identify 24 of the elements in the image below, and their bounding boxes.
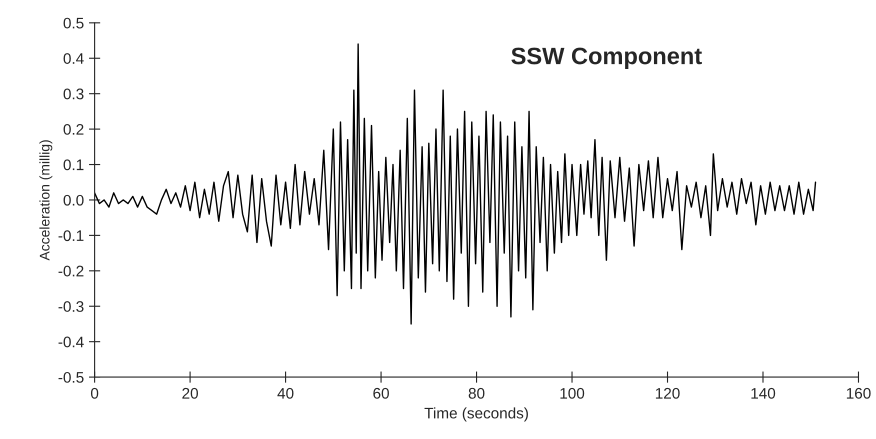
y-tick-label: -0.2 — [58, 266, 84, 277]
y-tick-label: 0.3 — [64, 88, 84, 100]
x-tick-label: 80 — [468, 388, 484, 399]
x-tick-label: 160 — [846, 388, 871, 399]
line-series — [94, 43, 816, 325]
x-tick-label: 40 — [277, 388, 294, 399]
y-tick-label: 0.1 — [64, 159, 84, 170]
x-tick-label: 20 — [182, 388, 198, 399]
x-tick-label: 60 — [373, 388, 389, 399]
x-tick-label: 0 — [90, 388, 98, 399]
y-tick-label: 0.4 — [64, 53, 84, 64]
y-tick-label: 0.5 — [64, 18, 84, 29]
y-tick-label: -0.5 — [58, 372, 84, 383]
x-axis-title: Time (seconds) — [424, 407, 528, 422]
y-tick-label: 0.2 — [64, 124, 84, 135]
text: SSW Component — [511, 48, 702, 69]
x-tick-label: 140 — [751, 388, 776, 399]
y-tick-label: -0.1 — [58, 230, 84, 242]
y-tick-label: -0.3 — [58, 301, 84, 312]
x-tick-label: 100 — [560, 388, 584, 399]
y-axis-title: Acceleration (millig) — [39, 140, 52, 261]
x-tick-label: 120 — [656, 388, 680, 399]
y-tick-label: -0.4 — [58, 336, 84, 348]
y-tick-label: 0.0 — [64, 194, 84, 206]
